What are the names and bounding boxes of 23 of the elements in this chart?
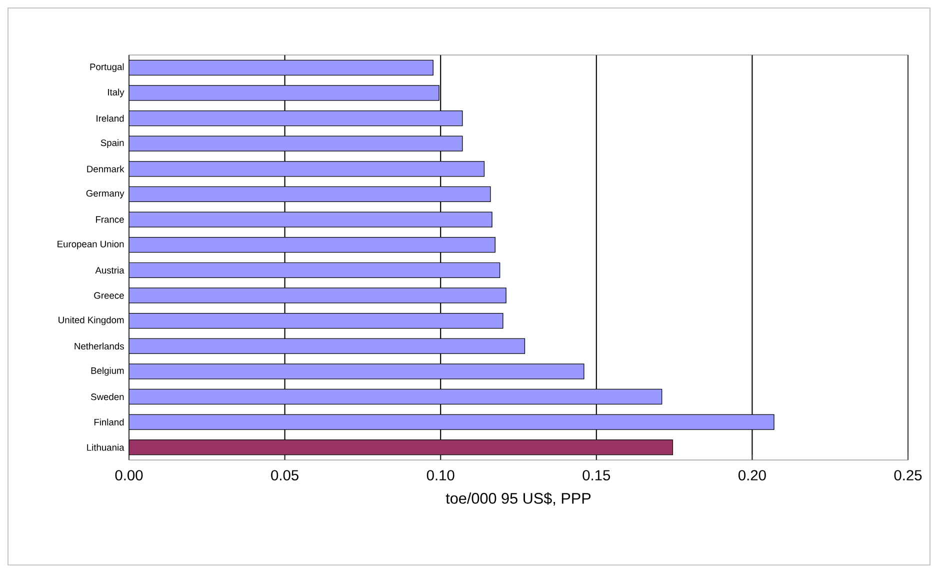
x-tick-label: 0.05 bbox=[271, 470, 298, 480]
x-tick-label: 0.00 bbox=[115, 470, 143, 480]
x-tick-label: 0.20 bbox=[738, 470, 766, 480]
y-tick-label: Denmark bbox=[87, 165, 124, 172]
y-tick-label: United Kingdom bbox=[58, 316, 124, 326]
x-tick-label: 0.15 bbox=[582, 470, 610, 480]
y-tick-label: Sweden bbox=[90, 393, 124, 400]
y-tick-label: Greece bbox=[94, 292, 124, 299]
y-tick-label: Spain bbox=[100, 139, 124, 148]
y-tick-label: Italy bbox=[108, 88, 124, 98]
x-tick-label: 0.25 bbox=[894, 470, 922, 480]
y-tick-label: Portugal bbox=[90, 63, 124, 72]
y-tick-label: Austria bbox=[95, 266, 124, 274]
y-tick-label: Finland bbox=[94, 418, 124, 426]
y-tick-label: Germany bbox=[86, 190, 124, 198]
y-tick-label: Lithuania bbox=[87, 444, 124, 451]
y-tick-label: Netherlands bbox=[74, 342, 124, 350]
y-tick-label: Belgium bbox=[91, 367, 124, 376]
y-tick-label: France bbox=[96, 216, 124, 223]
x-axis-title: toe/000 95 US$, PPP bbox=[446, 492, 591, 506]
x-tick-label: 0.10 bbox=[426, 470, 454, 480]
y-tick-label: European Union bbox=[58, 240, 124, 250]
y-tick-label: Ireland bbox=[96, 114, 124, 122]
